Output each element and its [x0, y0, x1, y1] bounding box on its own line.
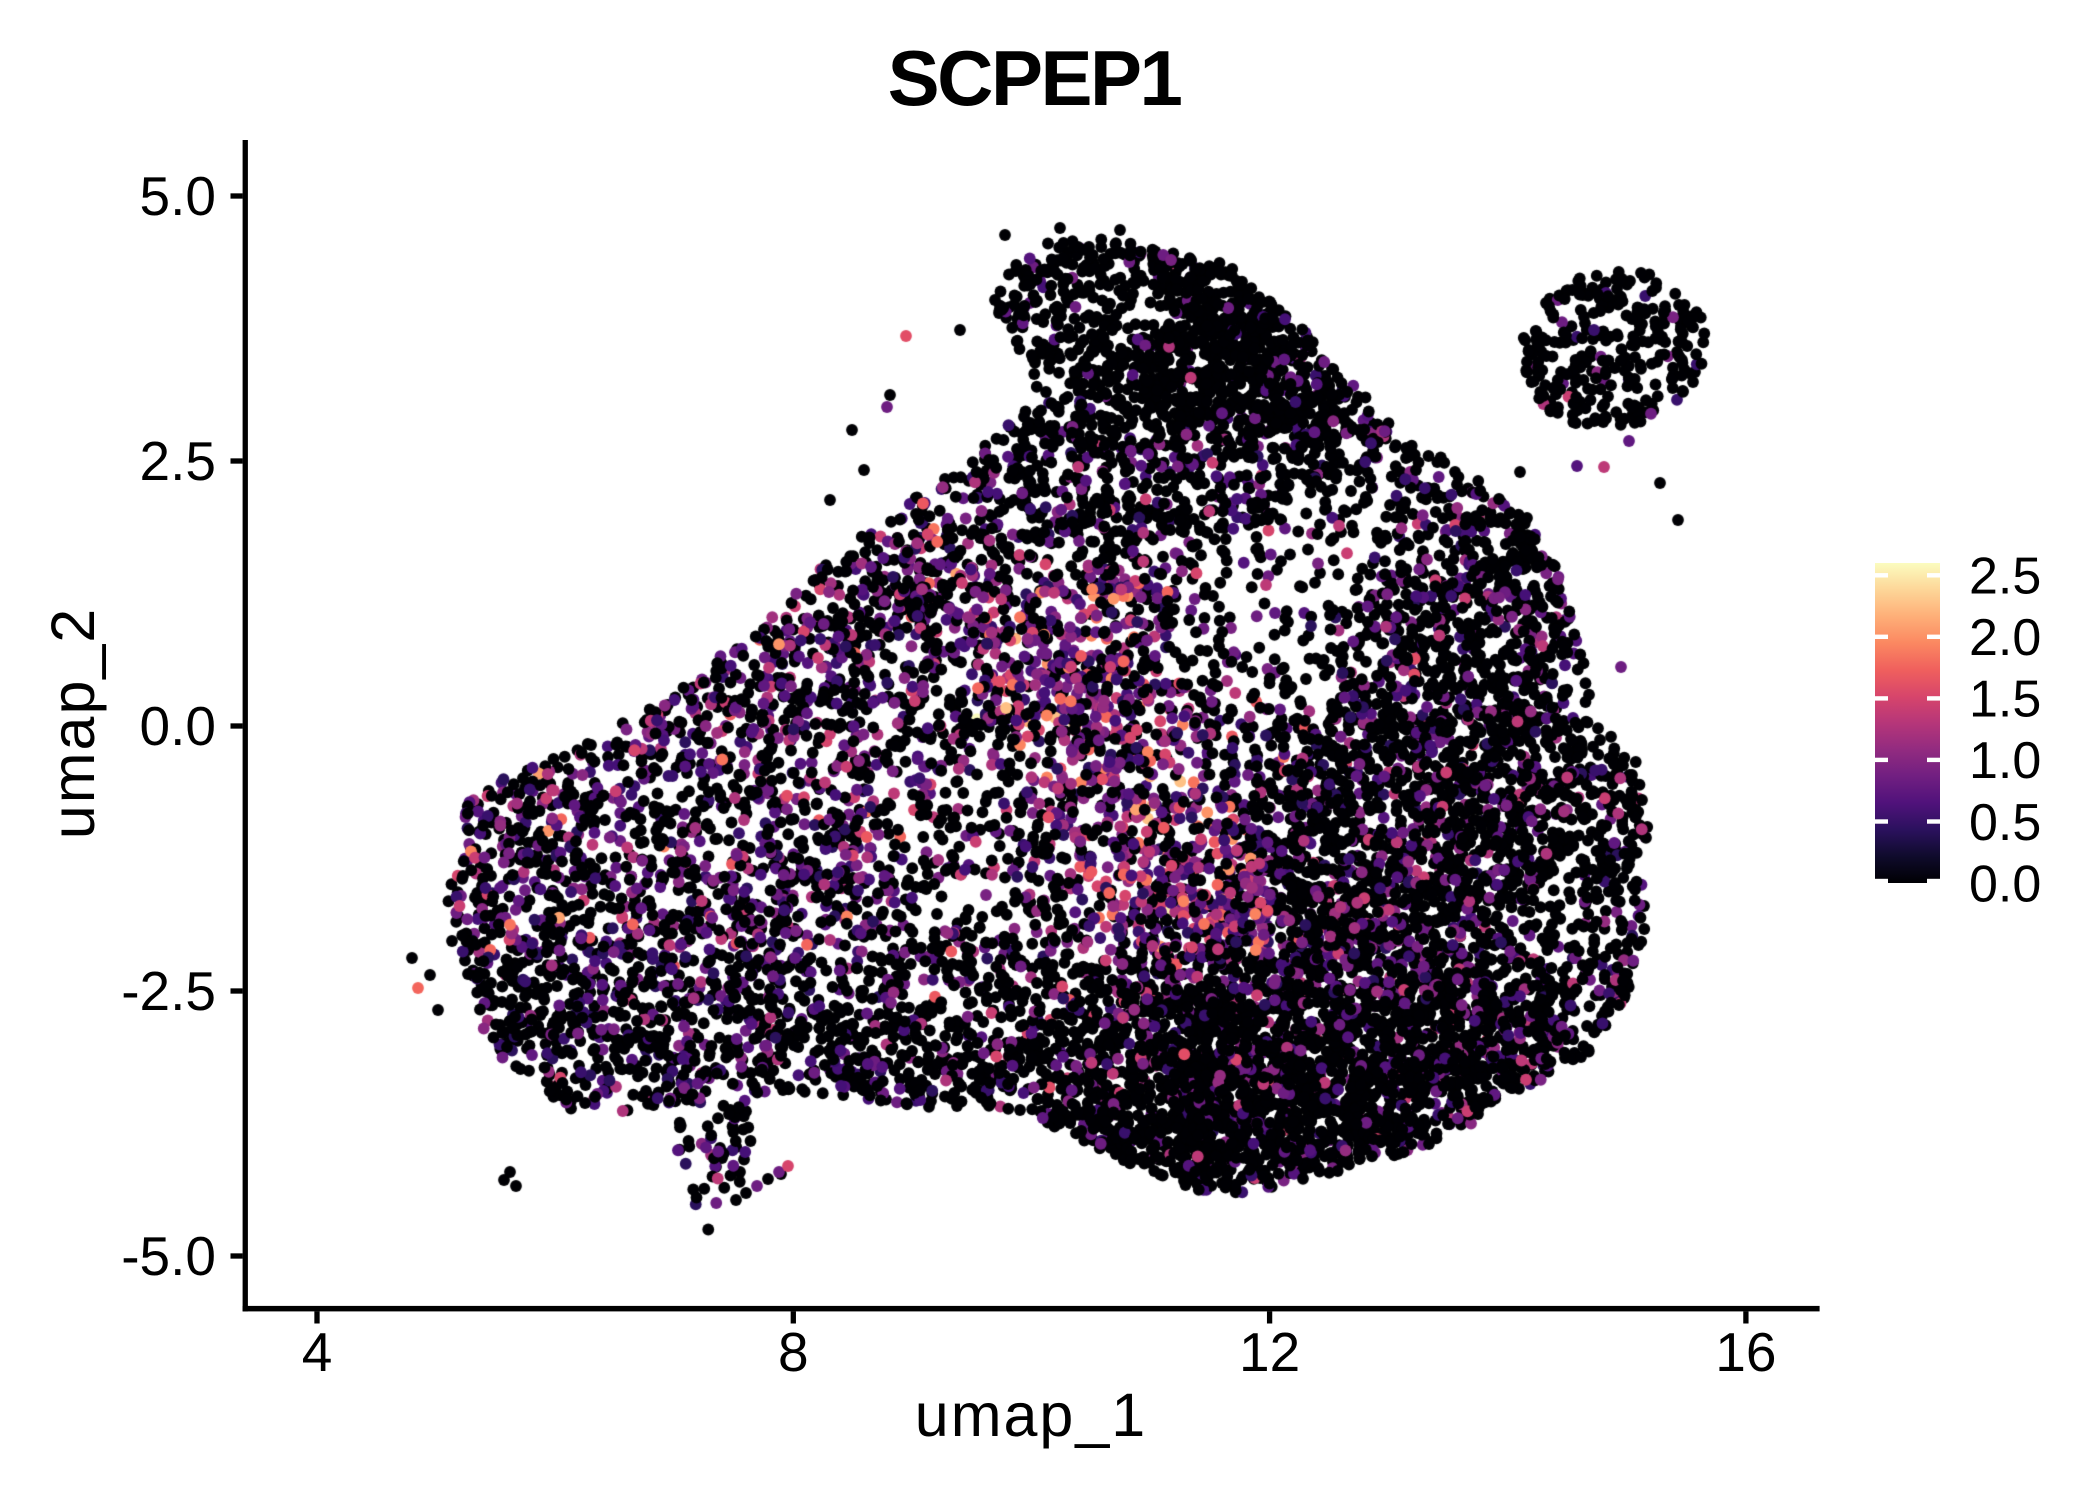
svg-text:16: 16: [1715, 1321, 1776, 1383]
svg-text:1.5: 1.5: [1969, 671, 2041, 729]
svg-text:12: 12: [1239, 1321, 1300, 1383]
svg-text:umap_1: umap_1: [915, 1381, 1147, 1449]
svg-text:8: 8: [778, 1321, 809, 1383]
svg-text:0.5: 0.5: [1969, 794, 2041, 852]
svg-text:2.5: 2.5: [140, 430, 216, 492]
svg-text:1.0: 1.0: [1969, 732, 2041, 790]
svg-text:2.0: 2.0: [1969, 609, 2041, 667]
svg-text:-2.5: -2.5: [121, 960, 216, 1022]
svg-text:4: 4: [302, 1321, 333, 1383]
svg-text:umap_2: umap_2: [39, 607, 107, 839]
svg-text:0.0: 0.0: [1969, 855, 2041, 913]
svg-text:2.5: 2.5: [1969, 548, 2041, 606]
svg-text:-5.0: -5.0: [121, 1225, 216, 1287]
svg-text:0.0: 0.0: [140, 695, 216, 757]
svg-text:5.0: 5.0: [140, 165, 216, 227]
svg-text:SCPEP1: SCPEP1: [888, 34, 1182, 122]
